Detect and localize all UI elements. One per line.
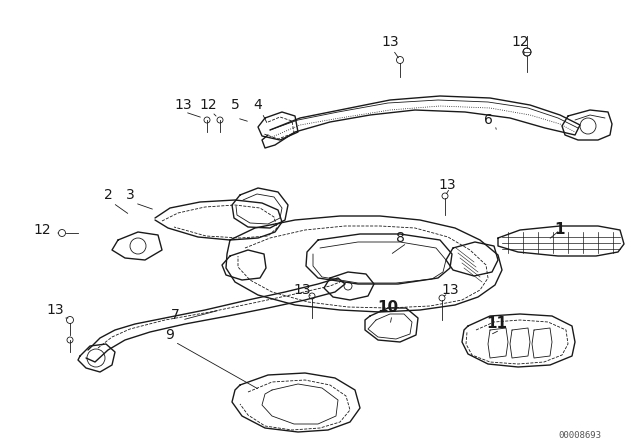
Text: 13: 13 — [441, 283, 459, 297]
Text: 13: 13 — [174, 98, 192, 112]
Text: 2: 2 — [104, 188, 113, 202]
Text: 13: 13 — [381, 35, 399, 49]
Text: 12: 12 — [199, 98, 217, 112]
Text: 10: 10 — [378, 301, 399, 315]
Text: 12: 12 — [511, 35, 529, 49]
Text: 00008693: 00008693 — [559, 431, 602, 439]
Text: 13: 13 — [293, 283, 311, 297]
Text: 13: 13 — [46, 303, 64, 317]
Text: 6: 6 — [484, 113, 492, 127]
Text: 4: 4 — [253, 98, 262, 112]
Text: 12: 12 — [33, 223, 51, 237]
Text: 8: 8 — [396, 231, 404, 245]
Text: 7: 7 — [171, 308, 179, 322]
Text: 3: 3 — [125, 188, 134, 202]
Text: 9: 9 — [166, 328, 175, 342]
Text: 1: 1 — [555, 223, 565, 237]
Text: 11: 11 — [486, 315, 508, 331]
Text: 13: 13 — [438, 178, 456, 192]
Text: 5: 5 — [230, 98, 239, 112]
